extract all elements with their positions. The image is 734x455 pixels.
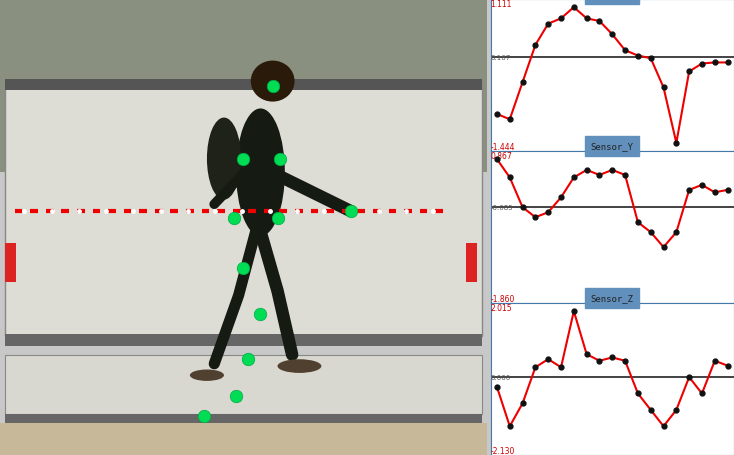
Text: -2.130: -2.130 bbox=[490, 446, 515, 455]
Bar bbox=[5, 82, 482, 337]
Bar bbox=[5, 80, 482, 91]
Text: 0.167: 0.167 bbox=[490, 55, 511, 61]
Bar bbox=[466, 243, 477, 282]
Bar bbox=[5, 334, 482, 346]
Bar bbox=[0, 0, 487, 173]
Text: -1.444: -1.444 bbox=[490, 143, 515, 152]
Text: 2.015: 2.015 bbox=[490, 303, 512, 312]
Text: -1.860: -1.860 bbox=[490, 294, 515, 303]
Title: Sensor_Z: Sensor_Z bbox=[591, 293, 633, 303]
Bar bbox=[5, 414, 482, 423]
Text: -0.085: -0.085 bbox=[490, 204, 513, 210]
Circle shape bbox=[251, 61, 294, 102]
Bar bbox=[0, 423, 487, 455]
Title: Sensor_Y: Sensor_Y bbox=[591, 142, 633, 151]
Bar bbox=[5, 243, 15, 282]
Bar bbox=[5, 355, 482, 414]
Ellipse shape bbox=[236, 109, 285, 237]
Ellipse shape bbox=[190, 369, 224, 381]
Text: 0.000: 0.000 bbox=[490, 374, 511, 380]
Ellipse shape bbox=[277, 359, 321, 373]
Ellipse shape bbox=[207, 118, 241, 200]
Text: 0.867: 0.867 bbox=[490, 152, 512, 161]
Text: 1.111: 1.111 bbox=[490, 0, 512, 9]
